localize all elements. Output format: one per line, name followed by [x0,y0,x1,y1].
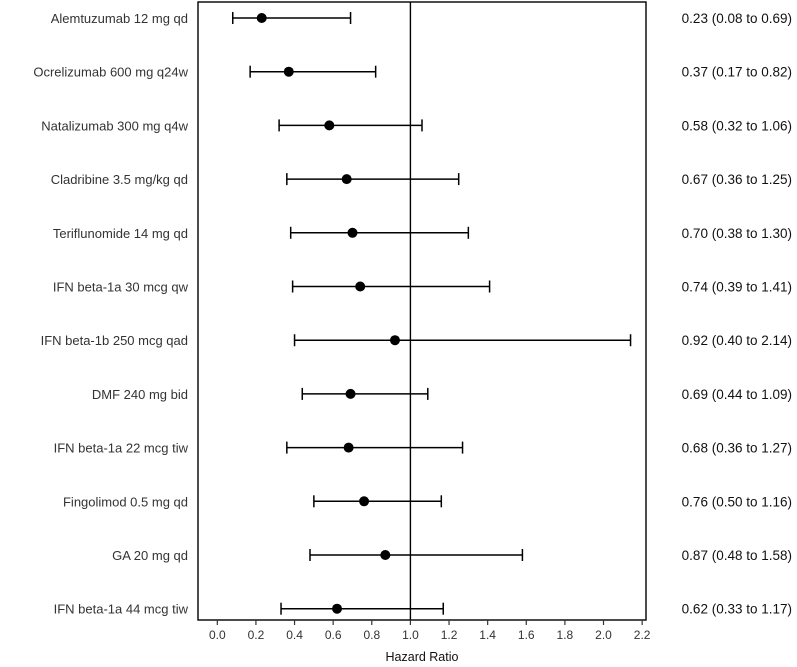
x-tick-label: 0.0 [209,628,226,642]
row-estimate-text: 0.92 (0.40 to 2.14) [682,333,792,348]
hr-point [283,66,294,77]
row-estimate-text: 0.37 (0.17 to 0.82) [682,65,792,80]
row-estimate-text: 0.74 (0.39 to 1.41) [682,280,792,295]
hr-point [347,227,358,238]
row-label: GA 20 mg qd [112,548,188,563]
x-tick-label: 1.8 [557,628,574,642]
row-label: DMF 240 mg bid [92,387,188,402]
x-tick-label: 0.6 [325,628,342,642]
x-tick-label: 2.2 [634,628,651,642]
hr-point [324,120,335,131]
x-tick-label: 1.2 [441,628,458,642]
forest-row: Cladribine 3.5 mg/kg qd 0.67 (0.36 to 1.2… [51,172,792,187]
row-label: IFN beta-1a 30 mcg qw [53,280,189,295]
x-tick-label: 1.0 [402,628,419,642]
hr-point [380,550,391,560]
hr-point [389,335,400,346]
hr-point [345,388,356,399]
row-label: Natalizumab 300 mg q4w [41,118,188,133]
x-tick-label: 0.4 [286,628,303,642]
forest-row: Fingolimod 0.5 mg qd 0.76 (0.50 to 1.16) [63,494,792,509]
row-estimate-text: 0.69 (0.44 to 1.09) [682,387,792,402]
row-estimate-text: 0.68 (0.36 to 1.27) [682,441,792,456]
forest-row: IFN beta-1a 30 mcg qw 0.74 (0.39 to 1.41) [53,280,792,295]
row-label: IFN beta-1a 22 mcg tiw [54,441,189,456]
row-label: Teriflunomide 14 mg qd [53,226,188,241]
hr-point [341,174,352,185]
forest-row: GA 20 mg qd 0.87 (0.48 to 1.58) [112,548,792,563]
forest-row: DMF 240 mg bid 0.69 (0.44 to 1.09) [92,387,792,402]
x-axis-title: Hazard Ratio [386,650,459,664]
row-label: Fingolimod 0.5 mg qd [63,494,188,509]
forest-row: Alemtuzumab 12 mg qd 0.23 (0.08 to 0.69) [51,11,792,26]
forest-row: IFN beta-1a 22 mcg tiw 0.68 (0.36 to 1.27… [54,441,792,456]
row-label: Cladribine 3.5 mg/kg qd [51,172,188,187]
row-estimate-text: 0.23 (0.08 to 0.69) [682,11,792,26]
hr-point [355,281,366,292]
forest-row: IFN beta-1a 44 mcg tiw 0.62 (0.33 to 1.17… [54,602,792,617]
x-tick-label: 1.6 [518,628,535,642]
x-tick-label: 1.4 [479,628,496,642]
forest-row: IFN beta-1b 250 mcg qad 0.92 (0.40 to 2.1… [41,333,792,348]
row-label: IFN beta-1b 250 mcg qad [41,333,188,348]
row-estimate-text: 0.62 (0.33 to 1.17) [682,602,792,617]
plot-panel [197,1,647,621]
x-tick-label: 0.8 [363,628,380,642]
forest-row: Ocrelizumab 600 mg q24w 0.37 (0.17 to 0.8… [33,65,792,80]
hr-point [332,603,343,614]
row-estimate-text: 0.58 (0.32 to 1.06) [682,118,792,133]
row-label: Ocrelizumab 600 mg q24w [33,65,188,80]
forest-row: Natalizumab 300 mg q4w 0.58 (0.32 to 1.06… [41,118,792,133]
x-tick-label: 2.0 [595,628,612,642]
hr-point [256,13,267,23]
x-tick-label: 0.2 [248,628,265,642]
row-estimate-text: 0.76 (0.50 to 1.16) [682,494,792,509]
row-estimate-text: 0.67 (0.36 to 1.25) [682,172,792,187]
row-label: IFN beta-1a 44 mcg tiw [54,602,189,617]
hr-point [359,496,370,507]
hr-point [343,442,354,453]
forest-row: Teriflunomide 14 mg qd 0.70 (0.38 to 1.30… [53,226,792,241]
row-label: Alemtuzumab 12 mg qd [51,11,188,26]
row-estimate-text: 0.70 (0.38 to 1.30) [682,226,792,241]
row-estimate-text: 0.87 (0.48 to 1.58) [682,548,792,563]
